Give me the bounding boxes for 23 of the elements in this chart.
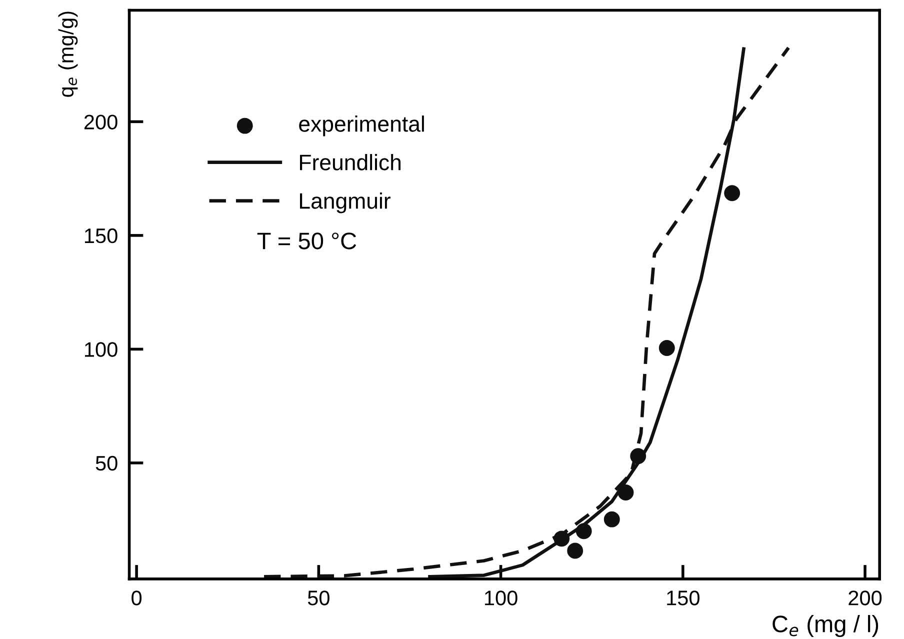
- point: [554, 530, 570, 547]
- point: [618, 484, 634, 500]
- y-tick-label: 150: [84, 228, 118, 244]
- x-tick-label: 0: [132, 590, 142, 606]
- point: [724, 185, 740, 202]
- annotation: T = 50 °C: [257, 232, 356, 250]
- y-tick-label: 50: [96, 456, 118, 471]
- point: [658, 340, 675, 356]
- point: [630, 448, 646, 464]
- y-tick-label: 200: [84, 114, 118, 130]
- y-axis-title: q$_{e}$ (mg/g): [58, 12, 78, 97]
- x-tick-label: 50: [308, 590, 330, 606]
- x-tick-label: 200: [848, 590, 882, 606]
- x-tick-label: 150: [667, 590, 700, 606]
- x-axis-title: C$_{e}$ (mg / l): [772, 615, 878, 638]
- legend-label: Freundlich: [300, 154, 400, 170]
- y-tick-label: 100: [84, 342, 118, 357]
- legend-label: experimental: [299, 116, 424, 136]
- point: [576, 523, 592, 540]
- point: [567, 542, 584, 559]
- point: [604, 511, 620, 528]
- legend-label: Langmuir: [300, 192, 390, 214]
- x-tick-label: 100: [485, 590, 518, 606]
